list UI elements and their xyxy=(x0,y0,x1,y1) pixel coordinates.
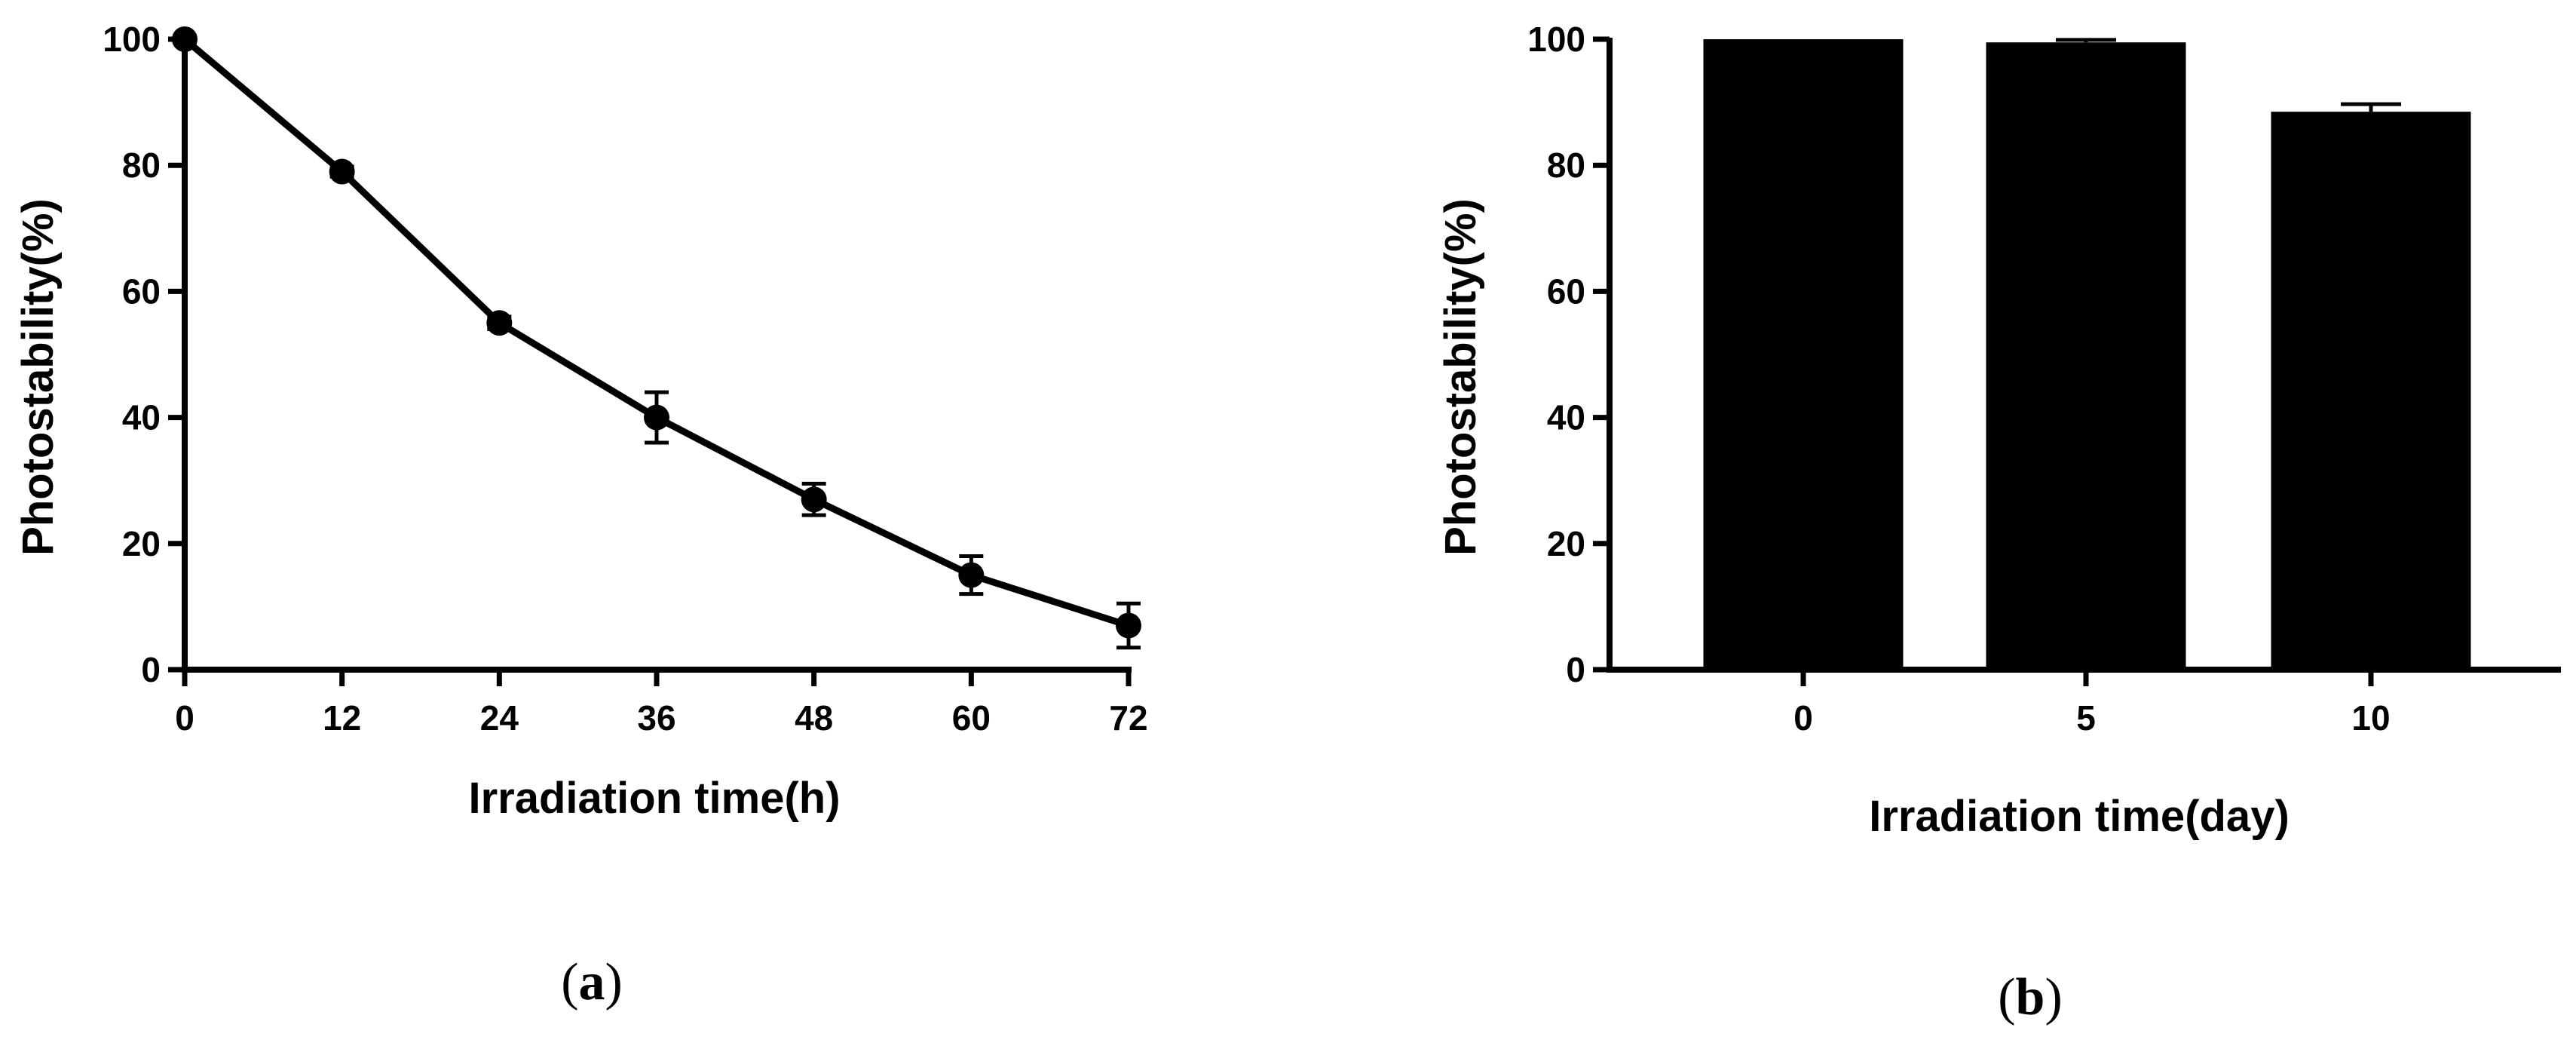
panel-a-y-tick-label: 60 xyxy=(122,271,161,311)
panel-a-x-tick-label: 12 xyxy=(323,698,361,738)
panel-a-series-line xyxy=(182,36,1130,629)
panel-b-y-tick-label: 40 xyxy=(1547,398,1585,437)
panel-b-bars xyxy=(1703,38,2471,670)
panel-b-letter: b xyxy=(2016,968,2045,1026)
panel-b-bar xyxy=(1986,42,2186,670)
panel-b-y-tick-label: 80 xyxy=(1547,146,1585,185)
panel-a-x-tick-label: 72 xyxy=(1109,698,1147,738)
panel-a-axes xyxy=(182,38,1132,673)
panel-a-series xyxy=(172,26,1141,650)
panel-a-x-tick-label: 36 xyxy=(637,698,675,738)
panel-b-x-tick-label: 0 xyxy=(1793,698,1813,738)
panel-a-data-point xyxy=(644,404,669,431)
panel-a-x-tick-label: 60 xyxy=(952,698,991,738)
panel-a-x-axis-title: Irradiation time(h) xyxy=(468,774,840,823)
panel-a-x-tick-label: 48 xyxy=(795,698,833,738)
panel-a-x-tick-label: 0 xyxy=(175,698,195,738)
panel-b-x-ticks: 0 5 10 xyxy=(1793,670,2391,738)
panel-a-y-tick-label: 20 xyxy=(122,524,161,563)
panel-a-data-point xyxy=(1116,612,1141,639)
panel-a-line-chart: 0 20 40 60 80 100 0 12 24 36 48 60 72 Photostabilit… xyxy=(14,20,1148,1011)
panel-b-y-tick-label: 0 xyxy=(1566,650,1585,689)
panel-b-x-tick-label: 5 xyxy=(2076,698,2096,738)
panel-b-y-tick-label: 20 xyxy=(1547,524,1585,563)
panel-a-letter: a xyxy=(579,953,605,1011)
panel-b-y-tick-label: 100 xyxy=(1527,20,1585,59)
panel-a-y-ticks: 0 20 40 60 80 100 xyxy=(103,20,185,689)
panel-a-data-point xyxy=(329,158,355,185)
panel-b-bar-chart: 0 20 40 60 80 100 0 5 10 Photostability(%) Irra… xyxy=(1436,20,2561,1026)
panel-b-y-axis-title: Photostability(%) xyxy=(1436,198,1485,556)
panel-a-data-point xyxy=(801,486,827,513)
panel-a-data-point xyxy=(958,562,985,588)
panel-b-x-axis-title: Irradiation time(day) xyxy=(1869,792,2290,841)
panel-b-bar xyxy=(2271,112,2471,670)
panel-a-y-tick-label: 80 xyxy=(122,146,161,185)
panel-b-y-ticks: 0 20 40 60 80 100 xyxy=(1527,20,1610,689)
panel-a-data-point xyxy=(172,26,198,52)
panel-a-x-tick-label: 24 xyxy=(480,698,519,738)
panel-a-y-tick-label: 0 xyxy=(141,650,161,689)
panel-a-data-point xyxy=(486,310,513,336)
panel-a-y-tick-label: 100 xyxy=(103,20,161,59)
panel-a-y-axis-title: Photostability(%) xyxy=(14,198,63,556)
panel-b-y-tick-label: 60 xyxy=(1547,271,1585,311)
panel-b-bar xyxy=(1703,39,1904,670)
panel-a-y-tick-label: 40 xyxy=(122,398,161,437)
panel-a-x-ticks: 0 12 24 36 48 60 72 xyxy=(175,670,1148,738)
panel-b-x-tick-label: 10 xyxy=(2351,698,2390,738)
panel-b-label: (b) xyxy=(1998,968,2063,1026)
panel-a-label: (a) xyxy=(561,953,623,1011)
